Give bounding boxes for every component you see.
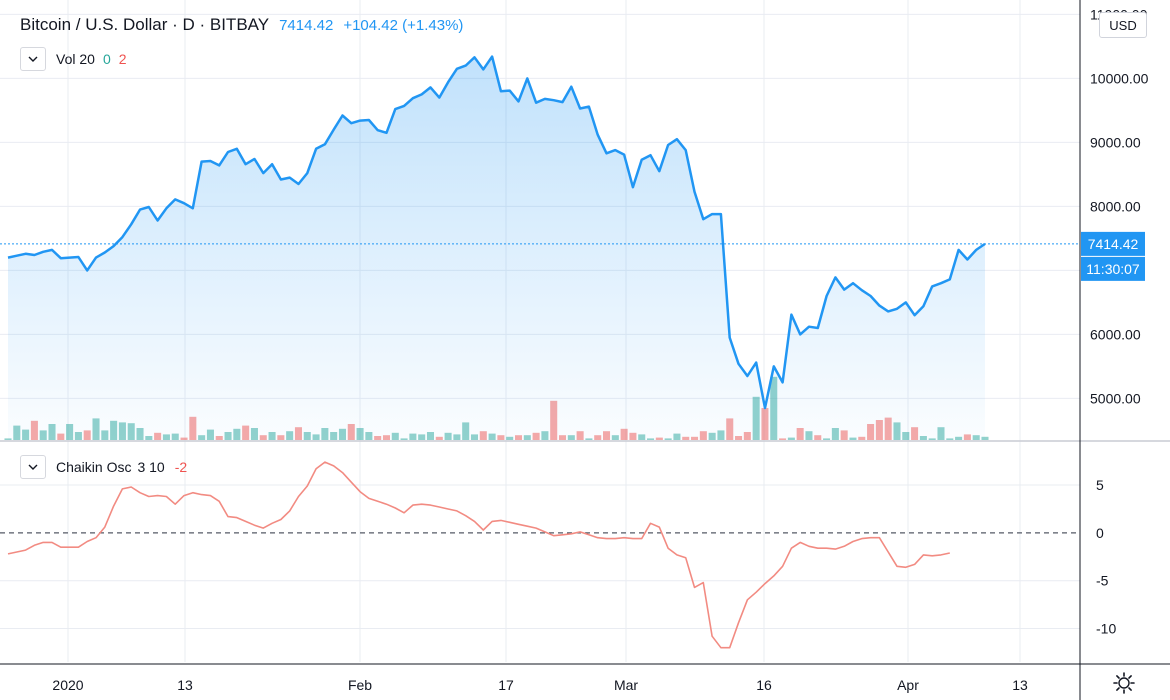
osc-y-tick-label: 5 <box>1096 477 1104 493</box>
volume-collapse-button[interactable] <box>20 47 46 71</box>
x-tick-label: Apr <box>897 677 919 693</box>
volume-name: Vol 20 <box>56 51 95 67</box>
osc-params: 3 10 <box>137 459 165 475</box>
price-pane <box>0 55 1080 440</box>
x-tick-label: 2020 <box>52 677 83 693</box>
countdown-tag-label: 11:30:07 <box>1086 261 1140 277</box>
chevron-down-icon <box>28 56 38 62</box>
volume-legend: Vol 20 0 2 <box>20 47 127 71</box>
last-price-tag-label: 7414.42 <box>1088 236 1139 252</box>
x-tick-label: Feb <box>348 677 372 693</box>
currency-button[interactable]: USD <box>1099 12 1147 38</box>
price-line <box>7 55 986 410</box>
price-change: +104.42 (+1.43%) <box>343 17 464 34</box>
osc-line <box>7 461 950 649</box>
x-tick-label: 13 <box>1012 677 1028 693</box>
last-price-tag <box>1081 231 1145 256</box>
osc-collapse-button[interactable] <box>20 455 46 479</box>
chaikin-osc-pane <box>0 461 1080 649</box>
price-area <box>8 56 985 440</box>
symbol-title: Bitcoin / U.S. Dollar · D · BITBAY <box>20 15 270 34</box>
volume-value-2: 2 <box>118 51 127 67</box>
chart-header: Bitcoin / U.S. Dollar · D · BITBAY 7414.4… <box>20 15 463 35</box>
chevron-down-icon <box>28 464 38 470</box>
price-y-tick-label: 6000.00 <box>1090 326 1141 342</box>
countdown-tag <box>1081 256 1145 281</box>
last-price: 7414.42 <box>279 17 334 34</box>
price-y-tick-label: 5000.00 <box>1090 390 1141 406</box>
gear-icon[interactable] <box>1112 671 1136 695</box>
osc-legend: Chaikin Osc 3 10 -2 <box>20 455 187 479</box>
x-tick-label: 13 <box>177 677 193 693</box>
osc-y-tick-label: -5 <box>1096 573 1109 589</box>
osc-name: Chaikin Osc <box>56 459 132 475</box>
osc-value: -2 <box>174 459 188 475</box>
x-tick-label: Mar <box>614 677 638 693</box>
osc-y-tick-label: 0 <box>1096 525 1104 541</box>
price-y-tick-label: 10000.00 <box>1090 70 1149 86</box>
osc-y-tick-label: -10 <box>1096 621 1116 637</box>
price-y-tick-label: 9000.00 <box>1090 134 1141 150</box>
price-y-tick-label: 8000.00 <box>1090 198 1141 214</box>
volume-value-1: 0 <box>102 51 111 67</box>
x-tick-label: 16 <box>756 677 772 693</box>
x-tick-label: 17 <box>498 677 514 693</box>
